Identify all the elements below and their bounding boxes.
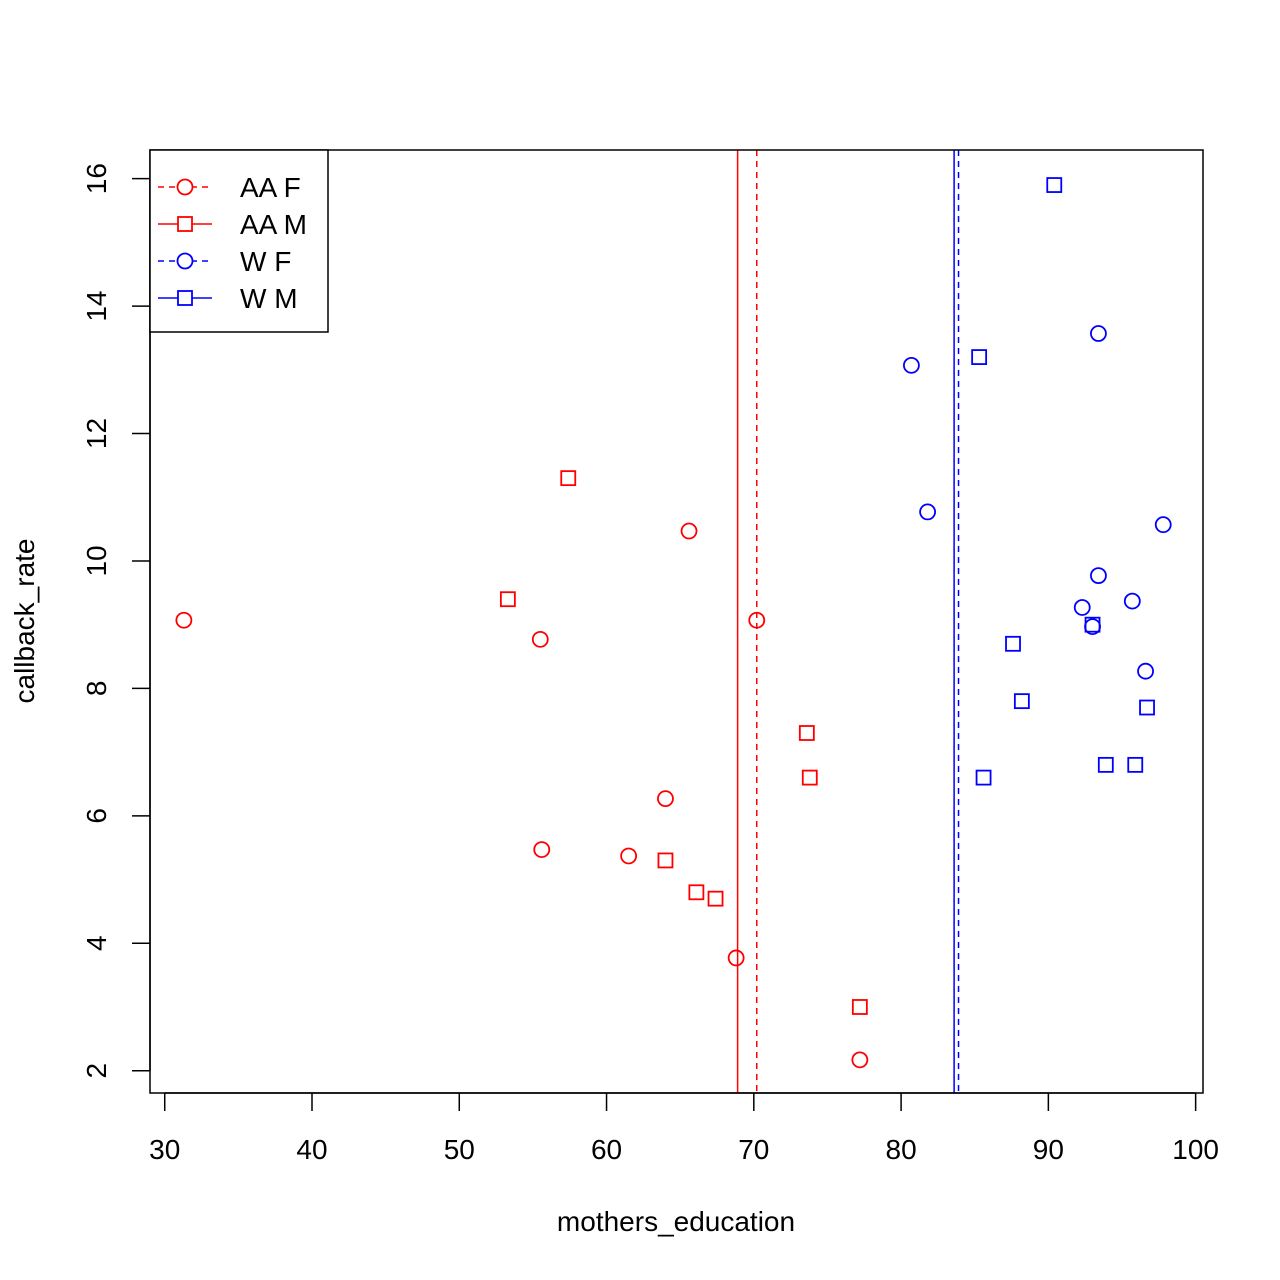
point-aa-f	[533, 841, 551, 859]
x-tick-label: 90	[1033, 1134, 1064, 1165]
y-tick-label: 12	[81, 418, 112, 449]
point-w-f	[1073, 599, 1091, 616]
x-tick-label: 80	[886, 1134, 917, 1165]
point-w-m	[1139, 699, 1155, 716]
point-w-m	[975, 769, 992, 786]
x-tick-label: 60	[591, 1134, 622, 1165]
y-tick-label: 8	[81, 681, 112, 697]
legend-marker-w-f	[176, 252, 194, 270]
x-axis-label: mothers_education	[557, 1206, 795, 1237]
point-aa-m	[688, 884, 705, 901]
point-w-m	[1097, 756, 1114, 773]
point-aa-m	[499, 591, 516, 608]
point-w-m	[1084, 616, 1101, 633]
point-aa-m	[560, 470, 577, 487]
y-tick-label: 10	[81, 545, 112, 576]
point-aa-f	[175, 611, 193, 629]
legend-marker-aa-f	[176, 178, 194, 196]
y-tick-label: 2	[81, 1063, 112, 1079]
x-tick-label: 100	[1172, 1134, 1219, 1165]
point-aa-m	[657, 852, 674, 869]
y-tick-label: 14	[81, 291, 112, 322]
x-tick-label: 30	[149, 1134, 180, 1165]
legend: AA F AA M W F W M	[149, 149, 329, 333]
point-aa-m	[707, 890, 724, 907]
point-aa-f	[531, 630, 549, 648]
point-aa-f	[620, 847, 638, 865]
point-w-m	[971, 349, 988, 365]
legend-label-w-m: W M	[240, 283, 298, 314]
mean-lines	[736, 150, 960, 1093]
point-w-f	[919, 503, 936, 521]
y-tick-label: 6	[81, 808, 112, 824]
x-tick-label: 50	[444, 1134, 475, 1165]
point-w-m	[1046, 177, 1063, 193]
legend-label-w-f: W F	[240, 246, 291, 277]
x-tick-label: 40	[296, 1134, 327, 1165]
point-aa-f	[851, 1051, 869, 1069]
data-points	[175, 177, 1172, 1069]
x-axis: 30 40 50 60 70 80 90 100	[149, 1092, 1219, 1165]
point-w-f	[1090, 325, 1107, 342]
point-w-m	[1005, 635, 1021, 652]
point-aa-f	[657, 790, 674, 808]
point-w-f	[1137, 662, 1154, 680]
legend-label-aa-f: AA F	[240, 172, 301, 203]
y-tick-label: 4	[81, 935, 112, 951]
point-aa-m	[801, 769, 818, 786]
point-aa-m	[851, 999, 868, 1015]
point-aa-m	[798, 725, 815, 741]
x-tick-label: 70	[738, 1134, 769, 1165]
point-aa-f	[748, 611, 766, 629]
legend-label-aa-m: AA M	[240, 209, 307, 240]
legend-box	[149, 149, 329, 333]
point-w-m	[1127, 756, 1144, 773]
point-w-m	[1013, 693, 1030, 710]
point-w-f	[903, 356, 920, 374]
legend-marker-w-m	[177, 290, 193, 306]
legend-marker-aa-m	[177, 216, 193, 232]
point-aa-f	[680, 522, 698, 540]
y-tick-label: 16	[81, 163, 112, 194]
y-axis-label: callback_rate	[9, 539, 40, 704]
point-w-f	[1123, 592, 1141, 610]
point-w-f	[1090, 567, 1107, 585]
point-aa-f	[727, 949, 745, 967]
point-w-f	[1154, 516, 1172, 534]
